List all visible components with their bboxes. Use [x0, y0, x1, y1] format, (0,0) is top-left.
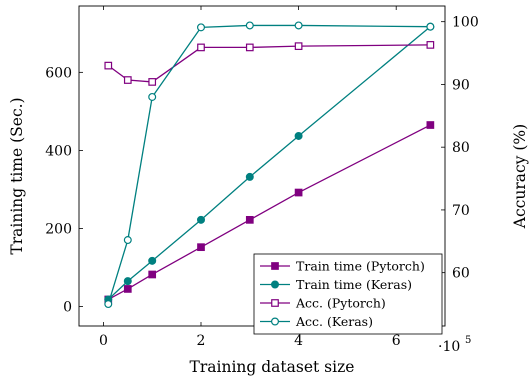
legend-label: Acc. (Pytorch): [295, 296, 386, 311]
data-point: [197, 215, 206, 224]
legend: Train time (Pytorch) Train time (Keras) Ac…: [253, 253, 443, 335]
x-axis-exponent: ·10 5: [438, 335, 471, 355]
series-line: [107, 44, 431, 83]
x-tick-label: 0: [99, 333, 108, 349]
data-point: [197, 23, 206, 32]
legend-marker: [271, 299, 279, 307]
y-axis-left-title: Training time (Sec.): [8, 97, 26, 254]
data-point: [197, 243, 205, 252]
legend-label: Train time (Keras): [296, 277, 412, 292]
series-layer: [104, 21, 435, 309]
y-right-tick-label: 90: [452, 77, 470, 93]
y-left-tick-label: 600: [45, 65, 72, 81]
data-point: [148, 92, 157, 101]
x-tick-label: 4: [294, 333, 303, 349]
y-right-tick-label: 70: [452, 203, 470, 219]
data-point: [104, 61, 113, 70]
y-right-tick-label: 60: [452, 266, 470, 282]
data-point: [245, 43, 254, 52]
x-axis-exponent-base: ·10: [438, 339, 460, 355]
y-left-tick-label: 400: [45, 143, 72, 159]
data-point: [294, 42, 303, 51]
x-axis-title: Training dataset size: [190, 358, 355, 376]
series-2: [104, 22, 435, 304]
data-point: [245, 216, 254, 224]
legend-item: Train time (Pytorch): [260, 259, 425, 274]
y-right-tick-label: 80: [452, 140, 470, 156]
data-point: [123, 76, 132, 84]
data-point: [197, 43, 205, 52]
legend-marker: [271, 262, 279, 270]
x-tick-label: 6: [392, 333, 401, 349]
data-point: [148, 256, 157, 265]
y-left-tick-label: 0: [63, 299, 72, 315]
data-point: [426, 41, 435, 49]
data-point: [104, 300, 113, 309]
data-point: [148, 78, 157, 86]
data-point: [148, 270, 157, 279]
data-point: [294, 188, 303, 197]
data-point: [245, 172, 254, 181]
series-4: [104, 21, 435, 309]
legend-marker: [271, 317, 280, 326]
y-left-tick-label: 200: [45, 221, 72, 237]
legend-marker: [271, 280, 280, 289]
data-point: [123, 236, 132, 245]
data-point: [294, 131, 303, 140]
data-point: [245, 21, 254, 30]
series-3: [104, 41, 435, 86]
legend-label: Acc. (Keras): [295, 314, 373, 329]
x-axis-exponent-power: 5: [465, 335, 471, 346]
legend-item: Train time (Keras): [260, 277, 412, 292]
x-tick-label: 2: [197, 333, 206, 349]
legend-label: Train time (Pytorch): [296, 259, 425, 274]
y-right-tick-label: 100: [452, 15, 479, 31]
legend-item: Acc. (Keras): [260, 314, 373, 329]
data-point: [123, 277, 132, 286]
y-axis-right-title: Accuracy (%): [511, 124, 529, 229]
data-point: [426, 121, 435, 129]
data-point: [294, 21, 303, 30]
legend-box: [253, 253, 443, 335]
data-point: [123, 285, 132, 293]
legend-item: Acc. (Pytorch): [260, 296, 386, 311]
data-point: [426, 22, 435, 31]
